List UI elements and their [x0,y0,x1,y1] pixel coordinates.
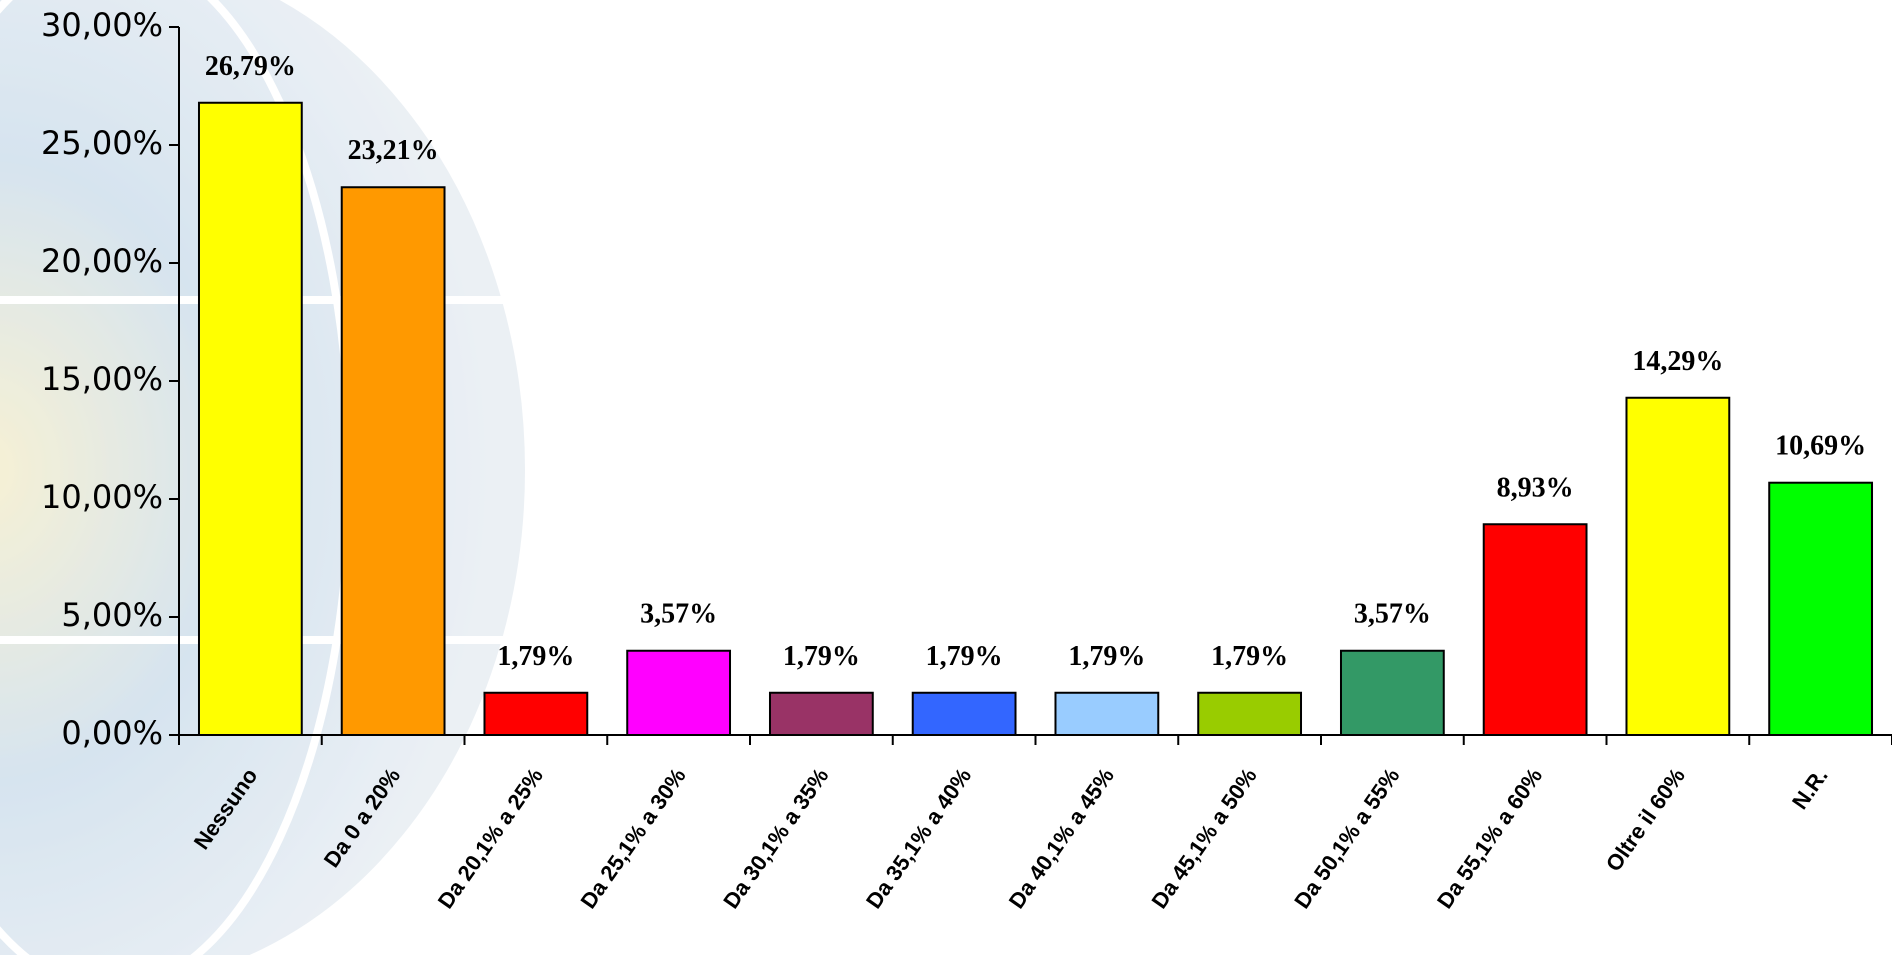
value-label: 23,21% [348,135,439,166]
bar [483,691,589,736]
value-label: 3,57% [640,599,717,630]
bar [1625,396,1731,736]
value-label: 8,93% [1497,472,1574,503]
value-label: 26,79% [205,51,296,82]
value-label: 3,57% [1354,599,1431,630]
value-label: 1,79% [783,641,860,672]
bar [1054,691,1160,736]
y-tick-label: 5,00% [61,596,163,634]
value-label: 1,79% [1068,641,1145,672]
bar [911,691,1017,736]
y-tick-label: 10,00% [41,478,163,516]
bar [1339,649,1445,736]
y-tick-label: 15,00% [41,360,163,398]
bar [197,101,303,737]
y-tick-label: 30,00% [41,6,163,44]
bar [1768,481,1874,736]
y-tick-label: 25,00% [41,124,163,162]
value-label: 10,69% [1775,431,1866,462]
y-tick-label: 0,00% [61,714,163,752]
bar [1482,523,1588,737]
value-label: 14,29% [1632,346,1723,377]
bar [768,691,874,736]
value-label: 1,79% [497,641,574,672]
bar [340,186,446,736]
y-tick-label: 20,00% [41,242,163,280]
value-label: 1,79% [1211,641,1288,672]
bar [626,649,732,736]
value-label: 1,79% [926,641,1003,672]
bar [1197,691,1303,736]
